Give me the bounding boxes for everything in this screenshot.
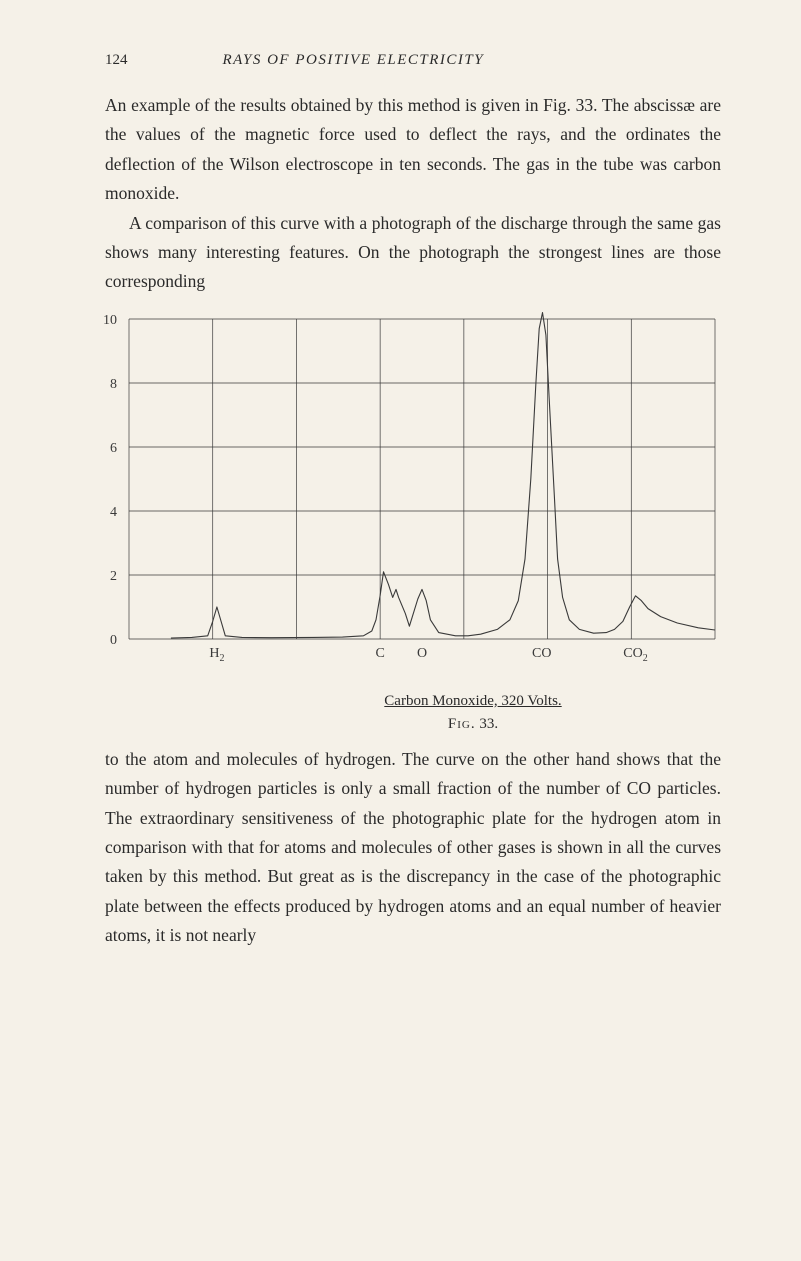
- figure-label: Fig. 33.: [225, 716, 721, 733]
- paragraph-3: to the atom and molecules of hydrogen. T…: [105, 745, 721, 951]
- page-number: 124: [105, 52, 128, 69]
- paragraph-2: A comparison of this curve with a photog…: [105, 209, 721, 297]
- body-text-lower: to the atom and molecules of hydrogen. T…: [105, 745, 721, 951]
- svg-text:CO2: CO2: [623, 646, 647, 664]
- svg-text:2: 2: [110, 569, 117, 584]
- body-text-upper: An example of the results obtained by th…: [105, 91, 721, 297]
- svg-text:10: 10: [103, 313, 117, 328]
- svg-text:H2: H2: [209, 646, 224, 664]
- figure-33-chart: 0246810H2COCOCO2: [85, 307, 725, 687]
- chart-svg: 0246810H2COCOCO2: [85, 307, 725, 687]
- svg-text:4: 4: [110, 505, 117, 520]
- running-title: RAYS OF POSITIVE ELECTRICITY: [223, 52, 485, 69]
- svg-text:O: O: [417, 646, 427, 661]
- fig-number: 33.: [476, 716, 499, 732]
- svg-text:6: 6: [110, 441, 117, 456]
- caption-prefix: Carbon Monoxide,: [384, 693, 497, 709]
- paragraph-1: An example of the results obtained by th…: [105, 91, 721, 209]
- caption-value: 320 Volts.: [498, 693, 562, 709]
- svg-text:CO: CO: [532, 646, 551, 661]
- svg-text:0: 0: [110, 633, 117, 648]
- svg-text:8: 8: [110, 377, 117, 392]
- svg-text:C: C: [375, 646, 384, 661]
- chart-caption: Carbon Monoxide, 320 Volts.: [225, 693, 721, 710]
- fig-prefix: Fig.: [448, 716, 476, 732]
- page-header: 124 RAYS OF POSITIVE ELECTRICITY: [105, 52, 721, 69]
